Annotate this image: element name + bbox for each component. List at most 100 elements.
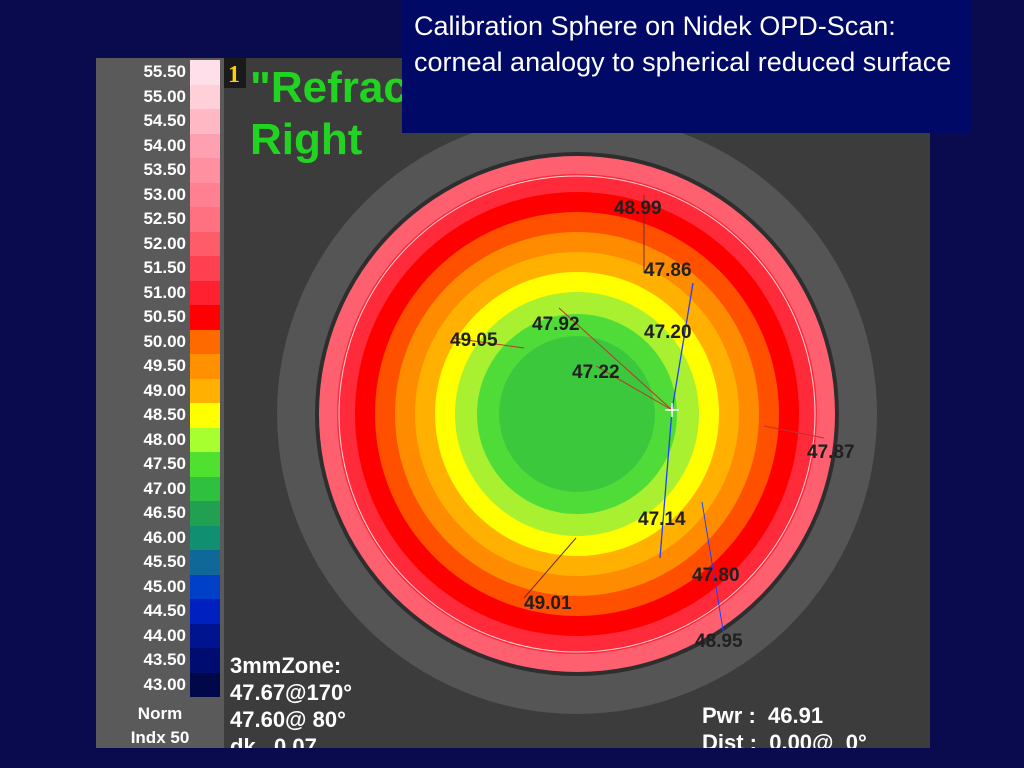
scale-row: 50.50 bbox=[96, 305, 224, 330]
power-rings bbox=[319, 156, 835, 672]
power-reading: 48.95 bbox=[695, 631, 743, 652]
scale-value: 54.00 bbox=[143, 135, 186, 155]
power-ring bbox=[499, 336, 655, 492]
scale-value: 53.00 bbox=[143, 184, 186, 204]
scale-row: 46.50 bbox=[96, 501, 224, 526]
scale-row: 53.00 bbox=[96, 182, 224, 207]
leader-line-9 bbox=[523, 537, 577, 599]
map-heading-2: Right bbox=[250, 115, 363, 164]
scale-row: 45.50 bbox=[96, 550, 224, 575]
scale-swatch bbox=[190, 280, 220, 305]
scale-value: 52.00 bbox=[143, 233, 186, 253]
power-reading: 47.92 bbox=[532, 314, 580, 335]
scale-row: 50.00 bbox=[96, 329, 224, 354]
power-reading: 48.99 bbox=[614, 198, 662, 219]
scale-value: 48.00 bbox=[143, 429, 186, 449]
topography-panel: 55.50 55.00 54.50 54.00 53.50 53.00 52.50 52.00… bbox=[96, 58, 930, 748]
scale-swatch bbox=[190, 60, 220, 85]
leader-line-7 bbox=[763, 425, 825, 439]
leader-line-2 bbox=[671, 282, 694, 411]
leader-line-5 bbox=[595, 365, 673, 411]
power-reading: 47.87 bbox=[807, 442, 855, 463]
scale-swatch bbox=[190, 599, 220, 624]
corneal-power-map: 1 "Refrac Right 48.99 47.86 47.92 47.20 49.0… bbox=[224, 58, 930, 748]
power-reading: 49.05 bbox=[450, 330, 498, 351]
scale-value: 50.00 bbox=[143, 331, 186, 351]
power-info: Pwr : 46.91 Dist : 0.00@ 0° bbox=[702, 702, 867, 748]
power-reading: 49.01 bbox=[524, 593, 572, 614]
color-scale: 55.50 55.00 54.50 54.00 53.50 53.00 52.50 52.00… bbox=[96, 58, 224, 748]
scale-value: 45.00 bbox=[143, 576, 186, 596]
power-reading: 47.22 bbox=[572, 362, 620, 383]
scale-row: 53.50 bbox=[96, 158, 224, 183]
scale-swatch bbox=[190, 550, 220, 575]
zone-info-line-2: 47.67@170° bbox=[230, 680, 353, 705]
scale-row: 44.00 bbox=[96, 623, 224, 648]
scale-swatch bbox=[190, 207, 220, 232]
scale-value: 55.00 bbox=[143, 86, 186, 106]
scale-swatch bbox=[190, 182, 220, 207]
scale-value: 44.00 bbox=[143, 625, 186, 645]
scale-row: 48.00 bbox=[96, 427, 224, 452]
power-reading: 47.14 bbox=[638, 509, 686, 530]
power-reading: 47.80 bbox=[692, 565, 740, 586]
scale-swatch bbox=[190, 623, 220, 648]
scale-footer-norm: Norm bbox=[137, 704, 183, 723]
scale-value: 50.50 bbox=[143, 307, 186, 326]
scale-value: 46.00 bbox=[143, 527, 186, 547]
scale-value: 51.50 bbox=[143, 258, 186, 277]
scale-row: 49.50 bbox=[96, 354, 224, 379]
leader-line-6 bbox=[451, 337, 525, 349]
scale-value: 48.50 bbox=[143, 405, 186, 424]
scale-swatch bbox=[190, 648, 220, 673]
scale-swatch bbox=[190, 329, 220, 354]
scale-row: 52.50 bbox=[96, 207, 224, 232]
scale-swatch bbox=[190, 501, 220, 526]
zone-info-line-3: 47.60@ 80° bbox=[230, 707, 346, 732]
scale-swatch bbox=[190, 672, 220, 697]
scale-swatch bbox=[190, 525, 220, 550]
scale-row: 43.50 bbox=[96, 648, 224, 673]
scale-value: 43.50 bbox=[143, 650, 186, 669]
scale-row: 46.00 bbox=[96, 525, 224, 550]
scale-value: 49.50 bbox=[143, 356, 186, 375]
power-info-line-2: Dist : 0.00@ 0° bbox=[702, 730, 867, 748]
scale-swatch bbox=[190, 354, 220, 379]
scale-value: 46.50 bbox=[143, 503, 186, 522]
scale-row: 43.00 bbox=[96, 672, 224, 697]
scale-row: 47.00 bbox=[96, 476, 224, 501]
scale-value: 47.00 bbox=[143, 478, 186, 498]
scale-value: 51.00 bbox=[143, 282, 186, 302]
scale-value: 47.50 bbox=[143, 454, 186, 473]
map-number: 1 bbox=[228, 62, 240, 88]
scale-swatch bbox=[190, 403, 220, 428]
scale-row: 51.50 bbox=[96, 256, 224, 281]
scale-value: 43.00 bbox=[143, 674, 186, 694]
scale-swatch bbox=[190, 305, 220, 330]
reading-labels: 48.99 47.86 47.92 47.20 49.05 47.22 47.87 47.14… bbox=[450, 198, 855, 652]
zone-info: 3mmZone: 47.67@170° 47.60@ 80° dk 0.07 bbox=[230, 652, 352, 748]
scale-row: 52.00 bbox=[96, 231, 224, 256]
map-number-box bbox=[224, 58, 246, 88]
scale-row: 54.50 bbox=[96, 109, 224, 134]
scale-value: 55.50 bbox=[143, 62, 186, 81]
power-reading: 47.86 bbox=[644, 260, 692, 281]
scale-swatch bbox=[190, 256, 220, 281]
zone-info-line-1: 3mmZone: bbox=[230, 653, 342, 678]
slide-title: Calibration Sphere on Nidek OPD-Scan: co… bbox=[402, 0, 972, 133]
scale-value: 44.50 bbox=[143, 601, 186, 620]
scale-row: 47.50 bbox=[96, 452, 224, 477]
scale-swatch bbox=[190, 378, 220, 403]
scale-row: 55.00 bbox=[96, 84, 224, 109]
power-info-line-1: Pwr : 46.91 bbox=[702, 703, 824, 728]
center-crosshair bbox=[665, 403, 679, 417]
scale-swatch bbox=[190, 452, 220, 477]
leader-line-4 bbox=[558, 307, 673, 411]
scale-row: 45.00 bbox=[96, 574, 224, 599]
measurement-boundary bbox=[338, 175, 816, 653]
scale-swatch bbox=[190, 133, 220, 158]
leader-line-8 bbox=[701, 501, 725, 637]
power-reading: 47.20 bbox=[644, 322, 692, 343]
scale-row: 44.50 bbox=[96, 599, 224, 624]
scale-swatch bbox=[190, 158, 220, 183]
